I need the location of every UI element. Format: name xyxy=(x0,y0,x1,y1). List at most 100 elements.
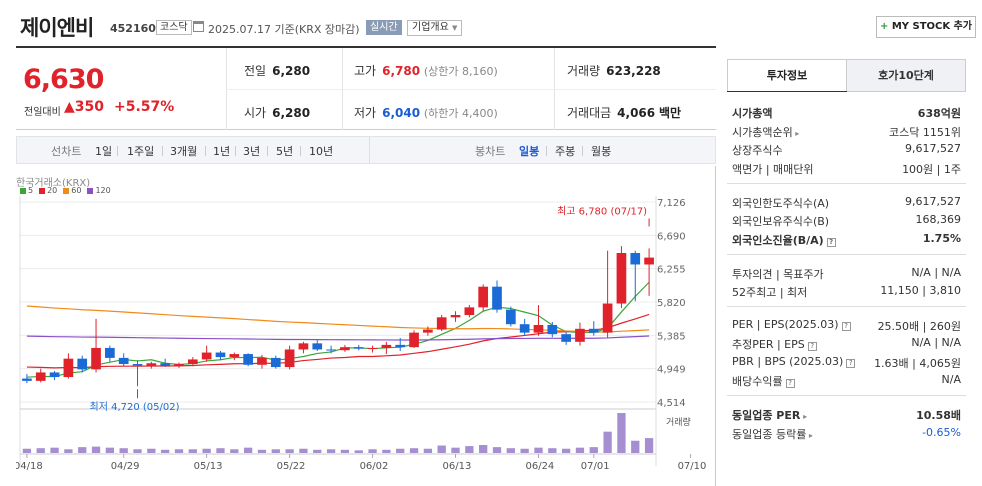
info-row: 추정PER | EPS? N/A | N/A xyxy=(732,334,961,353)
period-5y[interactable]: 5년 xyxy=(276,145,294,158)
info-row: 외국인한도주식수(A) 9,617,527 xyxy=(732,193,961,212)
info-row[interactable]: 동일업종 등락률 ▸ -0.65% xyxy=(732,424,961,443)
stock-code: 452160 xyxy=(110,22,156,35)
volume-bar xyxy=(506,448,515,453)
candle-body xyxy=(298,343,309,350)
volume-bar xyxy=(271,449,280,453)
divider xyxy=(369,137,370,163)
info-value: 1.63배 | 4,065원 xyxy=(874,357,961,370)
volume-bar xyxy=(299,448,308,453)
candle-body xyxy=(616,252,627,304)
divider xyxy=(267,146,268,156)
candle-chart-label[interactable]: 봉차트 xyxy=(475,145,506,158)
volume-bar xyxy=(202,448,211,453)
label: 거래량 xyxy=(567,64,601,78)
candle-body xyxy=(395,344,406,348)
help-icon[interactable]: ? xyxy=(841,322,851,331)
info-label: 동일업종 PER ▸ xyxy=(732,409,808,422)
volume-bar xyxy=(243,447,253,453)
info-row: 배당수익률? N/A xyxy=(732,371,961,390)
calendar-icon xyxy=(193,21,204,32)
info-row: 외국인소진율(B/A)? 1.75% xyxy=(732,230,961,249)
my-stock-label: MY STOCK 추가 xyxy=(891,21,973,32)
label: 전일 xyxy=(244,64,267,78)
unit: 백만 xyxy=(658,106,682,120)
high-price: 고가 6,780 (상한가 8,160) xyxy=(354,62,498,79)
help-icon[interactable]: ? xyxy=(846,359,856,368)
candle-body xyxy=(492,286,502,310)
info-value: 9,617,527 xyxy=(905,142,961,155)
volume-bar xyxy=(188,449,197,453)
value: 623,228 xyxy=(606,64,661,78)
volume-bar xyxy=(382,449,391,453)
y-tick-label: 6,690 xyxy=(657,231,686,242)
line-chart-label[interactable]: 선차트 xyxy=(51,145,82,158)
period-monthly[interactable]: 월봉 xyxy=(591,145,612,158)
info-label: 배당수익률? xyxy=(732,373,795,389)
info-value: 638억원 xyxy=(917,107,961,120)
candle-body xyxy=(49,372,60,378)
volume-bar xyxy=(147,448,156,453)
candle-body xyxy=(644,257,654,265)
help-icon[interactable]: ? xyxy=(785,379,795,388)
candle-body xyxy=(35,372,46,381)
volume-bar xyxy=(216,448,225,453)
period-10y[interactable]: 10년 xyxy=(309,145,334,158)
stock-chart[interactable]: 한국거래소(KRX) 5 20 60 120 7,126 6,690 6,255 5,… xyxy=(16,166,716,486)
volume-bar xyxy=(465,446,474,453)
prev-close: 전일 6,280 xyxy=(244,62,310,79)
volume-bar xyxy=(575,447,585,453)
stock-header: 제이엔비 452160 코스닥 2025.07.17 기준(KRX 장마감) 실… xyxy=(0,0,982,46)
volume-bar xyxy=(161,449,170,453)
my-stock-add-button[interactable]: + MY STOCK 추가 xyxy=(876,16,976,38)
help-icon[interactable]: ? xyxy=(807,342,817,351)
y-tick-label: 4,949 xyxy=(657,365,686,376)
period-1w[interactable]: 1주일 xyxy=(127,145,155,158)
period-selector: 선차트 1일 1주일 3개월 1년 3년 5년 10년 봉차트 일봉 주봉 월봉 xyxy=(16,136,716,164)
period-1d[interactable]: 1일 xyxy=(95,145,113,158)
volume-bar xyxy=(368,449,377,453)
date: 2025.07.17 xyxy=(208,23,271,36)
info-row[interactable]: 시가총액순위 ▸ 코스닥 1151위 xyxy=(732,122,961,141)
info-row: 액면가 | 매매단위 100원 | 1주 xyxy=(732,159,961,178)
basis: 기준(KRX 장마감) xyxy=(274,23,360,36)
value: 6,280 xyxy=(272,106,311,120)
candle-body xyxy=(229,354,240,358)
candle-body xyxy=(519,324,530,333)
period-3m[interactable]: 3개월 xyxy=(170,145,198,158)
chart-canvas[interactable]: 7,126 6,690 6,255 5,820 5,385 4,949 4,514 거래량 04… xyxy=(16,166,716,486)
period-weekly[interactable]: 주봉 xyxy=(555,145,576,158)
tab-order-book[interactable]: 호가10단계 xyxy=(846,59,966,92)
candle-body xyxy=(367,347,378,349)
period-3y[interactable]: 3년 xyxy=(243,145,261,158)
company-label: 기업개요 xyxy=(412,22,449,33)
candle-body xyxy=(132,364,143,366)
info-row[interactable]: 동일업종 PER ▸ 10.58배 xyxy=(732,405,961,424)
volume-bar xyxy=(133,449,142,453)
period-1y[interactable]: 1년 xyxy=(213,145,231,158)
volume-bar xyxy=(492,447,502,453)
candle-body xyxy=(326,349,336,351)
change-value: 350 xyxy=(74,99,105,115)
info-label: 52주최고 | 최저 xyxy=(732,286,808,299)
help-icon[interactable]: ? xyxy=(826,238,836,247)
period-daily[interactable]: 일봉 xyxy=(519,145,540,158)
volume-bar xyxy=(22,448,32,453)
volume-bar xyxy=(105,447,115,453)
candle-body xyxy=(630,252,641,265)
divider xyxy=(117,146,118,156)
info-label: 외국인보유주식수(B) xyxy=(732,215,830,228)
x-tick-label: 06/24 xyxy=(525,461,554,472)
divider xyxy=(727,254,966,255)
volume-bar xyxy=(437,445,446,453)
divider xyxy=(546,146,547,156)
x-tick-label: 07/10 xyxy=(678,461,707,472)
divider xyxy=(205,146,206,156)
chart-source: 한국거래소(KRX) xyxy=(16,178,91,189)
label: 시가 xyxy=(244,106,267,120)
company-overview-dropdown[interactable]: 기업개요 ▼ xyxy=(407,20,463,36)
market-badge: 코스닥 xyxy=(156,20,192,35)
tab-investment-info[interactable]: 투자정보 xyxy=(727,59,847,92)
info-value: -0.65% xyxy=(922,426,961,439)
realtime-badge[interactable]: 실시간 xyxy=(366,20,402,35)
